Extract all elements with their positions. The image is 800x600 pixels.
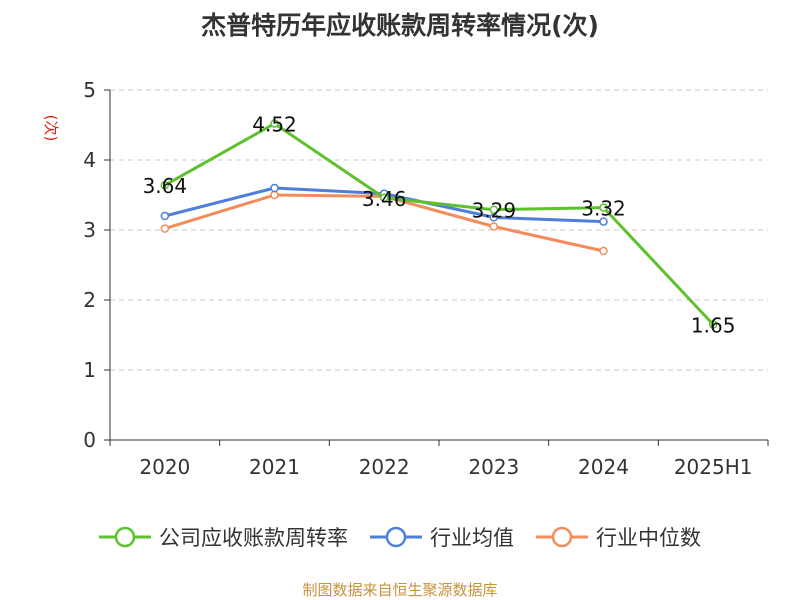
y-tick-label: 3	[83, 218, 96, 242]
data-label: 3.29	[472, 199, 517, 223]
data-point	[708, 320, 718, 329]
y-tick-label: 0	[83, 428, 96, 452]
data-point	[160, 224, 170, 233]
data-point	[489, 222, 499, 231]
legend-label: 公司应收账款周转率	[159, 526, 348, 550]
y-tick-label: 1	[83, 358, 96, 382]
x-tick-label: 2023	[468, 455, 519, 479]
legend-item: 公司应收账款周转率	[99, 526, 348, 550]
x-tick-label: 2022	[359, 455, 410, 479]
data-label: 3.46	[362, 187, 407, 211]
x-tick-label: 2021	[249, 455, 300, 479]
y-axis-label: (次)	[42, 115, 60, 142]
legend: 公司应收账款周转率 行业均值 行业中位数	[99, 526, 701, 550]
legend-label: 行业中位数	[596, 526, 701, 550]
legend-marker	[114, 526, 136, 548]
data-point	[599, 203, 608, 212]
data-point	[599, 217, 608, 226]
data-point	[160, 211, 170, 221]
y-tick-label: 4	[83, 148, 96, 172]
x-tick-label: 2025H1	[674, 455, 753, 479]
legend-item: 行业均值	[370, 526, 514, 550]
legend-item: 行业中位数	[536, 526, 701, 550]
x-tick-label: 2024	[578, 455, 629, 479]
legend-label: 行业均值	[430, 526, 514, 550]
axes: 0 1 2 3 4 5 (次) 2020 2021 2022 2023 2024 2025H1	[42, 78, 769, 479]
data-label: 4.52	[252, 113, 297, 137]
y-tick-label: 5	[83, 78, 96, 102]
data-point	[160, 180, 170, 190]
y-tick-label: 2	[83, 288, 96, 312]
grid-lines	[110, 89, 768, 371]
chart-title: 杰普特历年应收账款周转率情况(次)	[201, 11, 599, 40]
x-tick-label: 2020	[139, 455, 190, 479]
series-lines	[160, 119, 718, 329]
data-point	[489, 205, 499, 214]
source-note: 制图数据来自恒生聚源数据库	[302, 581, 498, 599]
data-labels: 3.64 4.52 3.46 3.29 3.32 1.65	[143, 113, 736, 338]
legend-marker	[551, 526, 573, 548]
data-point	[270, 183, 279, 193]
data-point	[270, 190, 279, 200]
legend-marker	[385, 526, 407, 548]
data-label: 3.64	[143, 174, 188, 198]
data-label: 3.32	[581, 197, 626, 221]
data-label: 1.65	[691, 314, 736, 338]
series-line	[164, 122, 715, 326]
data-point	[599, 246, 608, 256]
data-point	[379, 193, 389, 203]
data-point	[270, 119, 279, 128]
